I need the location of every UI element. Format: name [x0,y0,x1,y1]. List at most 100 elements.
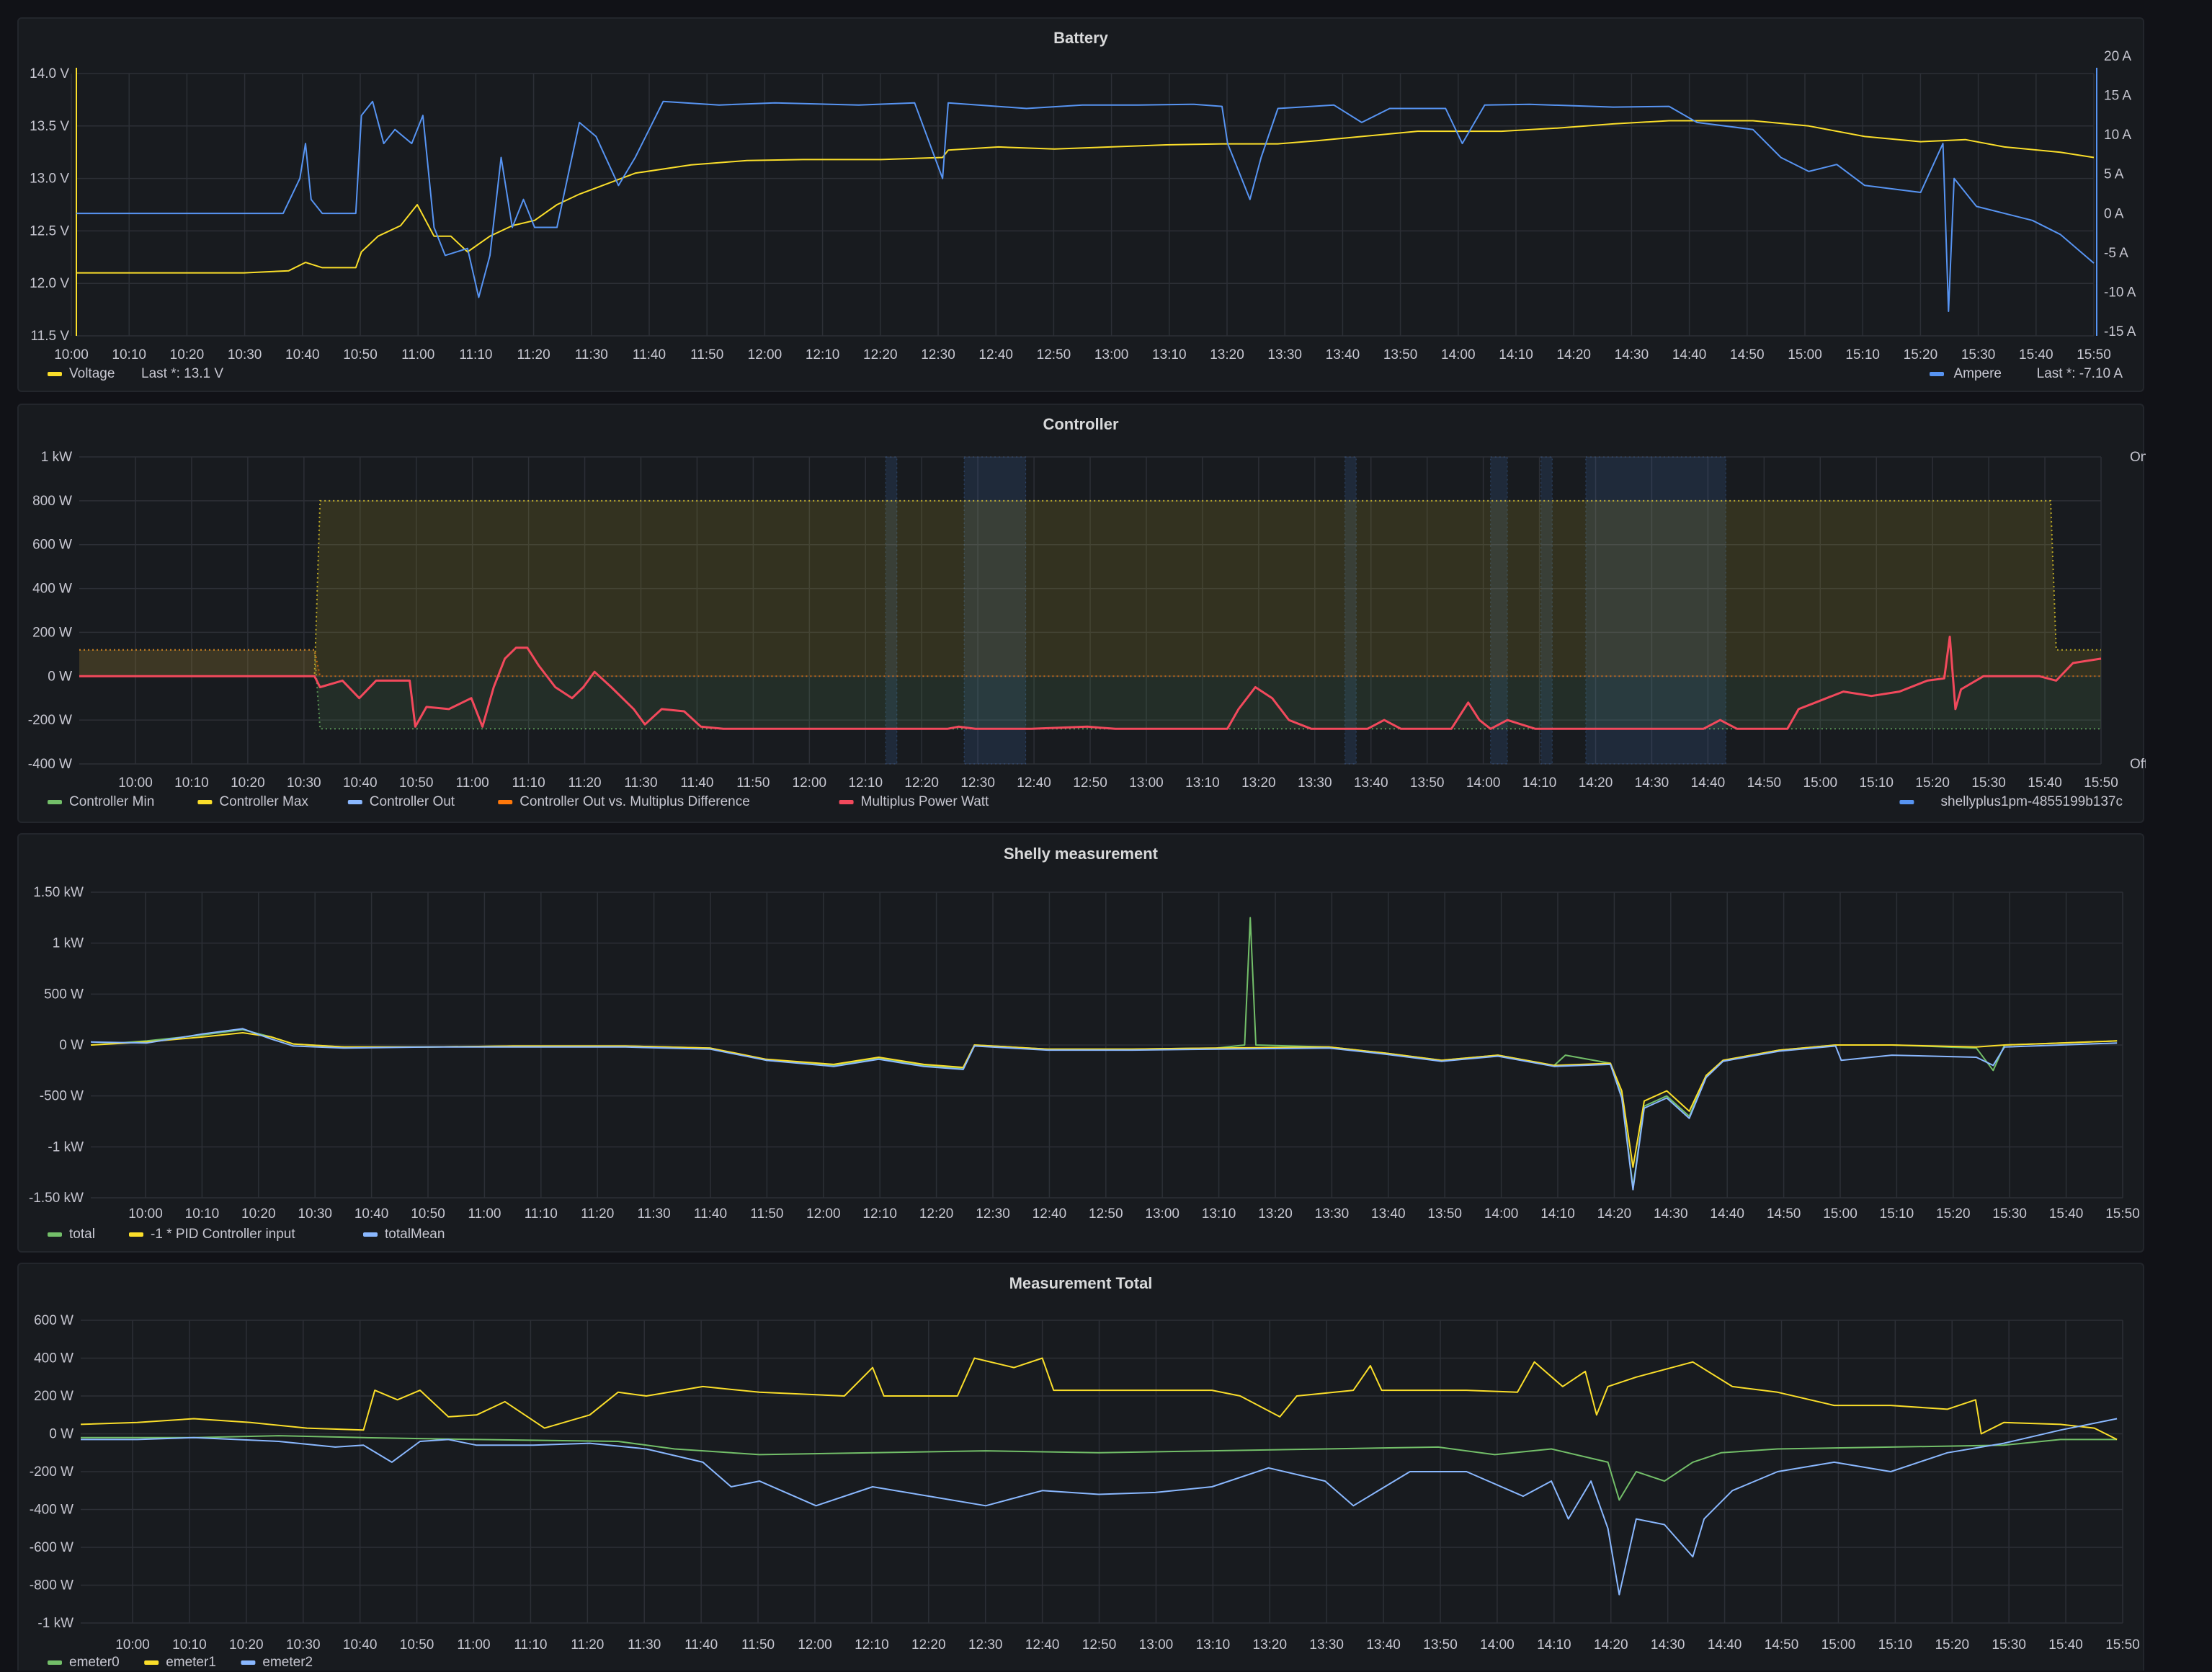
legend-label: Controller Out vs. Multiplus Difference [519,794,750,809]
legend-label: Controller Min [69,794,154,809]
x-tick-label: 10:10 [185,1206,220,1222]
legend-label: emeter1 [166,1655,216,1670]
series-line-ampere [76,100,2095,312]
x-tick-label: 11:40 [680,775,713,791]
x-tick-label: 15:20 [1936,1206,1971,1222]
shelly-chart: 1.50 kW 1 kW 500 W 0 W -500 W -1 kW -1.50 kW 10… [29,885,2140,1242]
x-tick-label: 13:00 [1129,775,1164,791]
legend-label: Ampere [1953,366,2002,381]
x-tick-label: 12:40 [1017,775,1051,791]
x-tick-label: 13:30 [1315,1206,1350,1222]
x-tick-label: 13:40 [1371,1206,1406,1222]
x-tick-label: 13:00 [1094,347,1129,363]
x-tick-label: 12:00 [798,1637,832,1653]
y-tick-label: 600 W [32,538,72,553]
panel-title: Measurement Total [1009,1274,1153,1292]
x-tick-label: 14:10 [1537,1637,1571,1653]
x-tick-label: 10:30 [298,1206,332,1222]
x-tick-label: 11:20 [568,775,601,791]
y-right-tick-label: -15 A [2104,324,2136,339]
x-tick-label: 10:20 [241,1206,276,1222]
x-tick-label: 14:40 [1708,1637,1742,1653]
x-tick-label: 10:40 [285,347,320,363]
x-tick-label: 14:00 [1484,1206,1519,1222]
x-tick-label: 11:40 [684,1637,718,1653]
on-period-band [1540,456,1553,765]
y-right-tick-label: -5 A [2104,246,2128,261]
y-tick-label: -200 W [28,713,72,728]
legend-label: Multiplus Power Watt [861,794,989,809]
y-tick-label: -400 W [30,1503,73,1518]
y-right-tick-label: 5 A [2104,167,2124,182]
x-tick-label: 12:50 [1037,347,1071,363]
x-tick-label: 14:10 [1540,1206,1575,1222]
x-tick-label: 15:20 [1935,1637,1969,1653]
x-tick-label: 12:40 [1025,1637,1060,1653]
on-period-band [1585,456,1726,765]
legend-swatch [129,1232,143,1237]
legend-label: totalMean [385,1227,445,1242]
x-tick-label: 15:30 [1992,1206,2027,1222]
x-tick-label: 12:20 [863,347,898,363]
x-tick-label: 13:00 [1145,1206,1179,1222]
x-tick-label: 11:10 [459,347,492,363]
x-tick-label: 15:00 [1788,347,1822,363]
x-tick-label: 13:30 [1309,1637,1344,1653]
x-tick-label: 10:20 [170,347,205,363]
x-tick-label: 13:40 [1326,347,1360,363]
x-tick-label: 11:20 [571,1637,604,1653]
x-tick-label: 12:50 [1073,775,1107,791]
panel-title: Shelly measurement [1004,845,1158,863]
x-tick-label: 13:40 [1366,1637,1401,1653]
panel-title: Battery [1053,29,1108,47]
x-tick-label: 15:50 [2105,1637,2140,1653]
y-tick-label: 200 W [32,625,72,640]
x-tick-label: 12:30 [960,775,995,791]
y-tick-label: -400 W [28,757,72,772]
on-period-band [885,456,898,765]
x-tick-label: 15:30 [1961,347,1996,363]
controller-chart: 1 kW 800 W 600 W 400 W 200 W 0 W -200 W -400 W 1… [28,450,2146,809]
y-tick-label: 11.5 V [30,329,69,344]
x-tick-label: 14:40 [1672,347,1707,363]
x-tick-label: 13:10 [1202,1206,1236,1222]
x-tick-label: 15:10 [1880,1206,1914,1222]
x-tick-label: 15:50 [2077,347,2111,363]
x-tick-label: 11:10 [512,775,545,791]
x-tick-label: 15:10 [1878,1637,1913,1653]
x-tick-label: 11:10 [525,1206,558,1222]
x-tick-label: 11:10 [514,1637,547,1653]
x-tick-label: 13:20 [1241,775,1276,791]
series-line-controller-max [79,499,2101,677]
state-off-label: Off [2130,757,2146,772]
x-tick-label: 14:20 [1594,1637,1628,1653]
x-tick-label: 10:50 [343,347,378,363]
x-tick-label: 11:00 [401,347,434,363]
x-tick-label: 14:30 [1635,775,1669,791]
x-tick-label: 12:20 [919,1206,954,1222]
y-tick-label: 13.5 V [30,119,69,134]
x-tick-label: 12:10 [862,1206,897,1222]
on-period-band [1344,456,1357,765]
x-tick-label: 15:40 [2028,775,2062,791]
x-tick-label: 12:00 [793,775,827,791]
state-on-label: On [2130,450,2146,465]
x-tick-label: 14:30 [1615,347,1649,363]
x-tick-label: 14:20 [1597,1206,1632,1222]
x-tick-label: 10:40 [343,1637,378,1653]
y-tick-label: 0 W [49,1427,73,1442]
legend-swatch [1899,800,1914,804]
y-right-tick-label: 15 A [2104,89,2131,104]
x-tick-label: 11:20 [581,1206,614,1222]
x-tick-label: 10:30 [228,347,262,363]
legend-label: Controller Max [219,794,308,809]
x-tick-label: 13:00 [1139,1637,1174,1653]
y-tick-label: -500 W [40,1089,84,1104]
y-tick-label: -800 W [30,1578,73,1593]
y-tick-label: -1.50 kW [29,1191,84,1206]
series-line-voltage [76,120,2095,274]
x-tick-label: 13:20 [1258,1206,1293,1222]
x-tick-label: 15:00 [1803,775,1838,791]
x-tick-label: 10:00 [128,1206,163,1222]
x-tick-label: 12:30 [976,1206,1010,1222]
